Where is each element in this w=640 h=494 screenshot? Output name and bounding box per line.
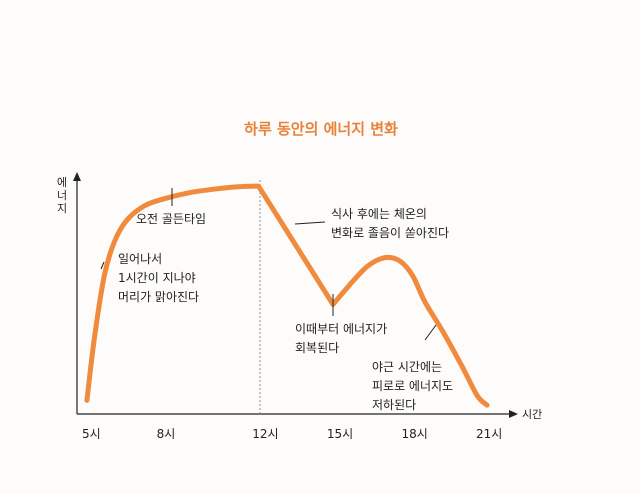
annotation-pointer [424,324,437,341]
y-axis-arrow-icon [73,172,81,181]
x-axis-arrow-icon [509,410,518,418]
x-axis-label: 시간 [522,408,542,421]
annotation-line: 식사 후에는 체온의 [331,207,427,221]
annotation-golden: 오전 골든타임 [136,212,206,226]
annotation-line: 이때부터 에너지가 [295,322,387,336]
annotation-line: 오전 골든타임 [136,212,206,226]
annotation-line: 피로로 에너지도 [372,379,453,393]
annotation-night: 야근 시간에는 피로로 에너지도 저하된다 [372,360,453,412]
annotation-line: 회복된다 [295,341,339,355]
annotation-pointer [100,261,105,270]
annotation-wake: 일어나서 1시간이 지나야 머리가 맑아진다 [118,252,199,304]
annotation-line: 머리가 맑아진다 [118,290,199,304]
x-tick-label: 18시 [401,427,427,441]
x-tick-label: 12시 [252,427,278,441]
annotation-line: 변화로 졸음이 쏟아진다 [331,226,449,240]
x-tick-label: 5시 [82,427,101,441]
series-line-energy [84,183,490,408]
annotation-line: 1시간이 지나야 [118,271,196,285]
annotation-recover: 이때부터 에너지가 회복된다 [295,322,387,355]
y-axis-label-char: 너 [57,189,67,202]
annotation-lunch: 식사 후에는 체온의 변화로 졸음이 쏟아진다 [331,207,449,240]
y-axis-label-char: 지 [57,202,67,215]
x-tick-labels: 5시 8시 12시 15시 18시 21시 [82,427,502,441]
annotation-line: 일어나서 [118,252,162,266]
annotation-pointer [294,221,326,225]
chart-title: 하루 동안의 에너지 변화 [244,120,398,138]
x-tick-label: 21시 [476,427,502,441]
annotation-line: 야근 시간에는 [372,360,442,374]
x-tick-label: 15시 [327,427,353,441]
y-axis-label-char: 에 [57,176,67,189]
annotation-line: 저하된다 [372,398,416,412]
x-tick-label: 8시 [157,427,176,441]
